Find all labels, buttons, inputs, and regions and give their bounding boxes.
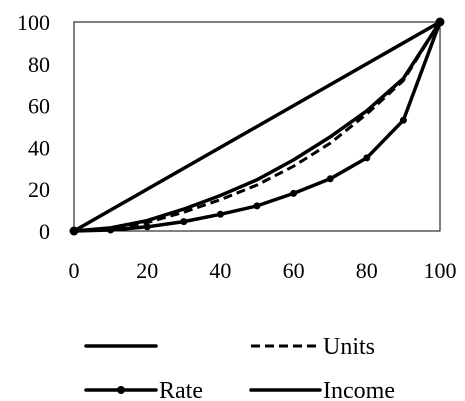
series-point-rate-5 [253,202,261,210]
series-point-rate-3 [180,218,188,226]
y-tick-label: 20 [28,177,50,202]
plot-area [73,21,441,232]
y-tick-label: 100 [17,10,50,35]
endpoint-marker-0 [69,226,79,236]
series-point-rate-2 [143,223,151,231]
y-tick-label: 60 [28,94,50,119]
x-tick-label: 20 [136,258,158,283]
legend-label-income: Income [323,378,395,401]
series-point-rate-6 [290,189,298,197]
y-tick-label: 0 [39,219,50,244]
y-tick-label: 80 [28,52,50,77]
series-line-income [72,20,442,233]
legend-label-rate: Rate [159,378,203,401]
series-point-rate-4 [216,210,224,218]
series-line-equality [72,20,442,233]
x-tick-label: 0 [69,258,80,283]
x-tick-label: 60 [283,258,305,283]
series-point-rate-9 [399,116,407,124]
legend-marker-rate [117,386,125,394]
x-tick-label: 40 [209,258,231,283]
y-tick-label: 40 [28,135,50,160]
series-layer [69,17,445,236]
series-point-rate-7 [326,175,334,183]
endpoint-marker-1 [435,17,445,27]
series-point-rate-8 [363,154,371,162]
x-tick-label: 100 [424,258,457,283]
x-tick-label: 80 [356,258,378,283]
legend: Units Rate Income [84,334,395,401]
tick-labels: 0 20 40 60 80 100 0 20 40 60 80 100 [17,10,457,283]
legend-label-units: Units [323,334,375,360]
